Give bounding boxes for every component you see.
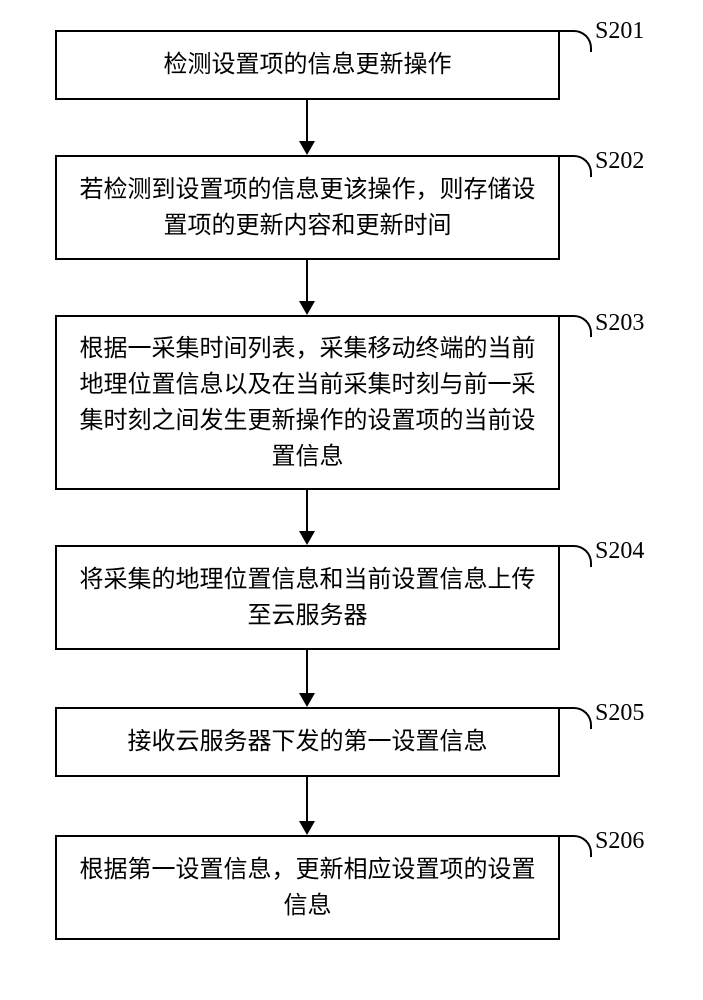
label-connector (560, 30, 592, 52)
step-label-s201: S201 (595, 18, 644, 45)
step-label-s203: S203 (595, 310, 644, 337)
node-text: 若检测到设置项的信息更该操作，则存储设置项的更新内容和更新时间 (75, 172, 540, 244)
arrow-head (299, 821, 315, 835)
label-connector (560, 155, 592, 177)
node-text: 将采集的地理位置信息和当前设置信息上传至云服务器 (75, 562, 540, 634)
label-connector (560, 545, 592, 567)
flow-node-s202: 若检测到设置项的信息更该操作，则存储设置项的更新内容和更新时间 (55, 155, 560, 260)
flow-node-s201: 检测设置项的信息更新操作 (55, 30, 560, 100)
label-connector (560, 315, 592, 337)
arrow (306, 260, 308, 302)
arrow (306, 490, 308, 532)
flow-node-s204: 将采集的地理位置信息和当前设置信息上传至云服务器 (55, 545, 560, 650)
node-text: 根据一采集时间列表，采集移动终端的当前地理位置信息以及在当前采集时刻与前一采集时… (75, 331, 540, 475)
node-text: 接收云服务器下发的第一设置信息 (128, 724, 488, 760)
arrow-head (299, 531, 315, 545)
node-text: 根据第一设置信息，更新相应设置项的设置信息 (75, 852, 540, 924)
arrow (306, 650, 308, 694)
step-label-s204: S204 (595, 538, 644, 565)
arrow-head (299, 301, 315, 315)
label-connector (560, 707, 592, 729)
flow-node-s203: 根据一采集时间列表，采集移动终端的当前地理位置信息以及在当前采集时刻与前一采集时… (55, 315, 560, 490)
label-connector (560, 835, 592, 857)
flowchart-canvas: 检测设置项的信息更新操作 S201 若检测到设置项的信息更该操作，则存储设置项的… (0, 0, 703, 1000)
arrow (306, 777, 308, 822)
step-label-s206: S206 (595, 828, 644, 855)
arrow (306, 100, 308, 142)
flow-node-s205: 接收云服务器下发的第一设置信息 (55, 707, 560, 777)
arrow-head (299, 693, 315, 707)
arrow-head (299, 141, 315, 155)
flow-node-s206: 根据第一设置信息，更新相应设置项的设置信息 (55, 835, 560, 940)
step-label-s202: S202 (595, 148, 644, 175)
node-text: 检测设置项的信息更新操作 (164, 47, 452, 83)
step-label-s205: S205 (595, 700, 644, 727)
